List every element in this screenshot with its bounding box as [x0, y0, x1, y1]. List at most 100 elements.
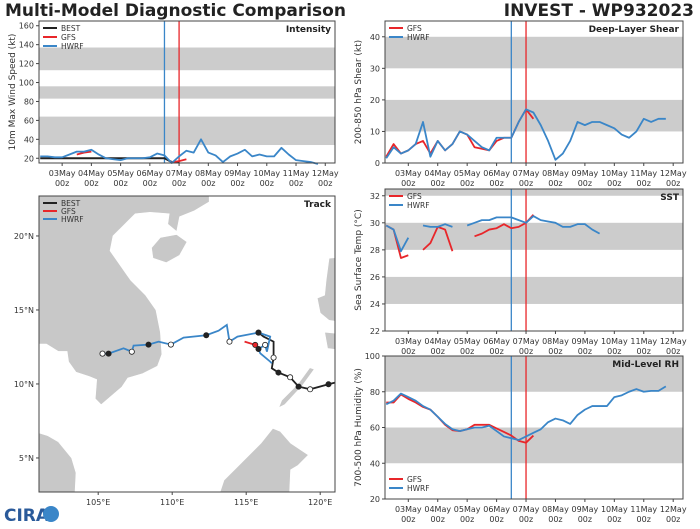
x-tick-label: 06May [483, 169, 510, 178]
y-tick-label: 40 [24, 135, 34, 144]
plot-frame [38, 20, 336, 164]
plot-area [385, 189, 683, 331]
x-tick-hour-label: 00z [637, 179, 651, 188]
x-tick-label: 07May [166, 169, 193, 178]
legend-item-gfs: GFS [43, 207, 76, 216]
x-tick-hour-label: 00z [318, 179, 332, 188]
x-tick-hour-label: 00z [637, 347, 651, 356]
x-tick-hour-label: 00z [489, 347, 503, 356]
x-tick-hour-label: 00z [460, 347, 474, 356]
y-tick-label: 30 [370, 64, 380, 73]
y-tick-label: 100 [365, 352, 380, 361]
x-tick-hour-label: 00z [401, 179, 415, 188]
x-tick-hour-label: 00z [548, 515, 562, 524]
track-point-filled [105, 350, 112, 357]
x-tick-label: 10May [601, 169, 628, 178]
sst-panel: 22242628303203May00z04May00z05May00z06Ma… [354, 188, 687, 356]
legend-item-gfs: GFS [389, 475, 422, 484]
x-tick-hour-label: 00z [607, 179, 621, 188]
track-point-open [270, 354, 277, 361]
x-tick-label: 11May [283, 169, 310, 178]
panel-title: Intensity [286, 25, 331, 35]
legend-item-hwrf: HWRF [43, 215, 84, 224]
x-tick-hour-label: 00z [431, 347, 445, 356]
x-tick-label: 11May [630, 337, 657, 346]
lat-suffix: °N [24, 232, 34, 241]
lon-suffix: °E [249, 498, 258, 507]
lon-suffix: °E [323, 498, 332, 507]
x-tick-label: 05May [454, 169, 481, 178]
legend-item-best: BEST [43, 199, 81, 208]
y-axis-label: Sea Surface Temp (°C) [354, 209, 364, 310]
x-tick-hour-label: 00z [143, 179, 157, 188]
x-tick-label: 08May [542, 505, 569, 514]
lon-value: 110 [160, 498, 175, 507]
x-tick-label: 12May [660, 169, 687, 178]
x-tick-hour-label: 00z [489, 515, 503, 524]
x-tick-hour-label: 00z [578, 347, 592, 356]
lat-suffix: °N [24, 306, 34, 315]
y-tick-label: 100 [19, 79, 34, 88]
x-tick-hour-label: 00z [431, 179, 445, 188]
panel-title: Track [304, 200, 332, 210]
x-tick-label: 05May [454, 505, 481, 514]
x-tick-hour-label: 00z [230, 179, 244, 188]
legend-label: HWRF [61, 215, 84, 224]
x-tick-hour-label: 00z [489, 179, 503, 188]
malay-peninsula-land [39, 432, 77, 492]
hainan-island [151, 234, 188, 263]
track-point-open [287, 374, 294, 381]
x-tick-label: 04May [424, 337, 451, 346]
x-tick-hour-label: 00z [460, 515, 474, 524]
x-tick-label: 09May [572, 505, 599, 514]
x-tick-label: 04May [424, 505, 451, 514]
plot-frame [384, 188, 684, 332]
hwrf-series-line [40, 138, 319, 165]
legend-item-gfs: GFS [389, 192, 422, 201]
x-tick-hour-label: 00z [172, 179, 186, 188]
lon-tick-label: 120°E [308, 498, 332, 507]
cira-logo: CIRA [4, 506, 59, 526]
track-point-filled [255, 329, 262, 336]
storm-id: INVEST - WP932023 [504, 1, 694, 21]
hwrf-track-line [102, 323, 273, 364]
x-tick-label: 03May [49, 169, 76, 178]
gfs-series-line [76, 150, 92, 156]
x-tick-hour-label: 00z [607, 347, 621, 356]
y-tick-label: 160 [19, 22, 34, 31]
lon-value: 105 [86, 498, 101, 507]
lon-suffix: °E [101, 498, 110, 507]
map-frame [38, 195, 336, 493]
shaded-band [39, 86, 335, 99]
x-tick-label: 09May [572, 337, 599, 346]
x-tick-hour-label: 00z [578, 179, 592, 188]
x-tick-label: 08May [195, 169, 222, 178]
y-tick-label: 60 [24, 116, 34, 125]
x-tick-label: 08May [542, 169, 569, 178]
legend-label: GFS [407, 475, 422, 484]
x-tick-hour-label: 00z [666, 515, 680, 524]
x-tick-hour-label: 00z [460, 179, 474, 188]
shaded-band [385, 36, 683, 69]
lat-tick-label: 20°N [14, 232, 34, 241]
x-tick-label: 06May [483, 505, 510, 514]
x-tick-label: 07May [513, 169, 540, 178]
y-tick-label: 30 [370, 219, 380, 228]
x-tick-hour-label: 00z [84, 179, 98, 188]
x-tick-hour-label: 00z [431, 515, 445, 524]
x-tick-label: 12May [660, 337, 687, 346]
y-tick-label: 22 [370, 327, 380, 336]
lat-suffix: °N [24, 454, 34, 463]
legend-label: BEST [61, 24, 81, 33]
logo-text: CIRA [4, 506, 50, 525]
x-tick-hour-label: 00z [578, 515, 592, 524]
x-tick-hour-label: 00z [201, 179, 215, 188]
y-tick-label: 20 [370, 495, 380, 504]
y-tick-label: 120 [19, 60, 34, 69]
y-tick-label: 40 [370, 459, 380, 468]
x-tick-label: 10May [601, 337, 628, 346]
track-point-filled [275, 369, 282, 376]
x-tick-label: 03May [395, 505, 422, 514]
hwrf-series-line [466, 215, 601, 235]
land-layer [39, 196, 335, 492]
